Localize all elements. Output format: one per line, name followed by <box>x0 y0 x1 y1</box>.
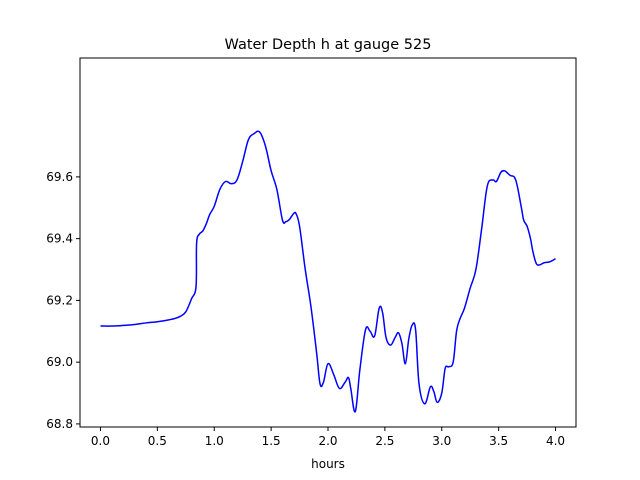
water-depth-series-line <box>100 130 556 413</box>
y-tick-label: 69.2 <box>46 293 73 307</box>
y-axis-ticks: 68.8 69.0 69.2 69.4 69.6 <box>46 170 80 431</box>
x-tick-label: 2.0 <box>318 434 337 448</box>
x-tick-label: 0.5 <box>148 434 167 448</box>
x-tick-label: 2.5 <box>375 434 394 448</box>
x-tick-label: 1.0 <box>205 434 224 448</box>
y-tick-label: 69.0 <box>46 355 73 369</box>
x-tick-label: 3.0 <box>432 434 451 448</box>
plot-area <box>80 58 576 427</box>
x-tick-label: 0.0 <box>91 434 110 448</box>
y-tick-label: 69.6 <box>46 170 73 184</box>
x-tick-label: 4.0 <box>546 434 565 448</box>
x-axis-label: hours <box>311 457 345 471</box>
y-tick-label: 69.4 <box>46 232 73 246</box>
chart-title: Water Depth h at gauge 525 <box>225 37 432 53</box>
plot-frame <box>79 57 577 428</box>
x-tick-label: 1.5 <box>262 434 281 448</box>
plot-background <box>80 58 576 427</box>
series-layer <box>100 130 556 413</box>
y-tick-label: 68.8 <box>46 417 73 431</box>
x-tick-label: 3.5 <box>489 434 508 448</box>
x-axis-ticks: 0.0 0.5 1.0 1.5 2.0 2.5 3.0 3.5 4.0 <box>91 427 565 448</box>
